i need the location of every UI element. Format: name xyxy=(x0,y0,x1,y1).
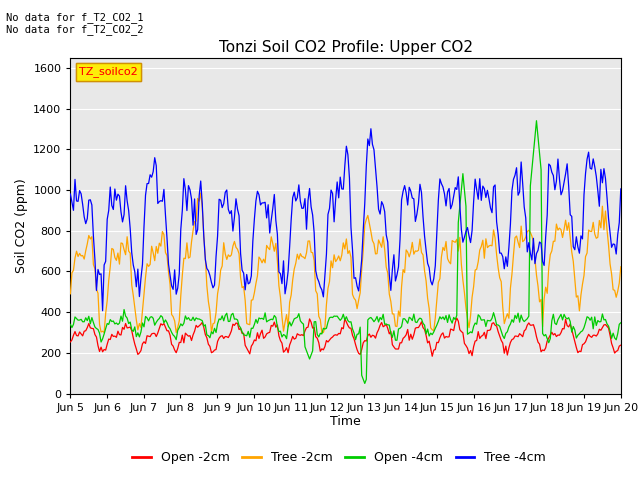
Legend: TZ_soilco2: TZ_soilco2 xyxy=(76,63,141,81)
Y-axis label: Soil CO2 (ppm): Soil CO2 (ppm) xyxy=(15,178,28,273)
X-axis label: Time: Time xyxy=(330,415,361,429)
Legend: Open -2cm, Tree -2cm, Open -4cm, Tree -4cm: Open -2cm, Tree -2cm, Open -4cm, Tree -4… xyxy=(127,446,551,469)
Text: No data for f_T2_CO2_1
No data for f_T2_CO2_2: No data for f_T2_CO2_1 No data for f_T2_… xyxy=(6,12,144,36)
Title: Tonzi Soil CO2 Profile: Upper CO2: Tonzi Soil CO2 Profile: Upper CO2 xyxy=(219,40,472,55)
